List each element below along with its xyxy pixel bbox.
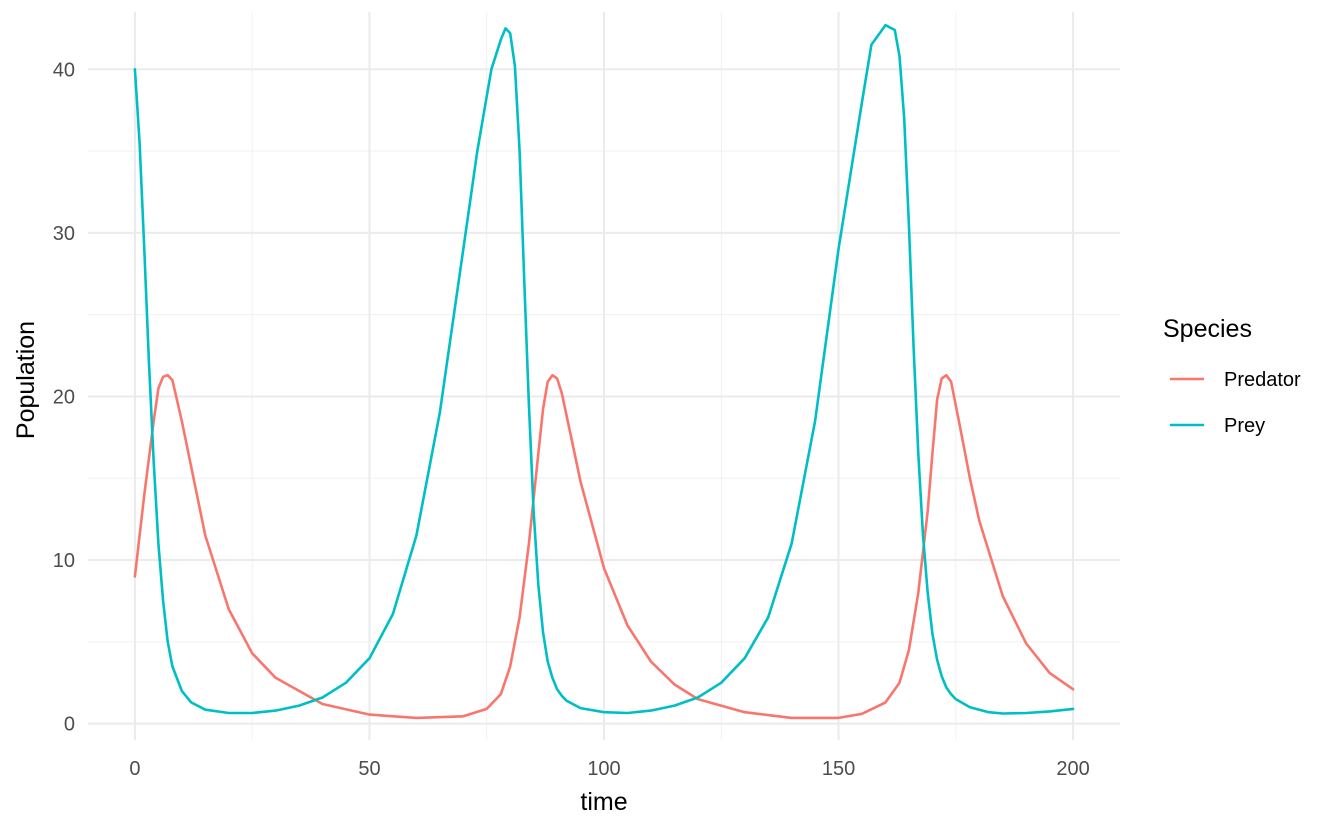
legend-label-predator: Predator [1224, 369, 1301, 391]
series-line-predator [133, 373, 1075, 720]
y-axis-tick-labels: 0 10 20 30 40 [53, 59, 75, 735]
y-tick-label: 40 [53, 59, 75, 81]
x-axis-tick-labels: 0 50 100 150 200 [129, 758, 1089, 780]
legend-title: Species [1163, 315, 1252, 343]
series-line-prey [133, 23, 1075, 715]
y-tick-label: 0 [64, 714, 75, 736]
x-tick-label: 200 [1056, 758, 1089, 780]
legend-label-prey: Prey [1224, 415, 1265, 437]
legend-items: Predator Prey [1170, 369, 1301, 437]
series-layer [133, 23, 1075, 720]
y-tick-label: 30 [53, 223, 75, 245]
x-axis-title: time [580, 788, 627, 816]
legend: Species Predator Prey [1163, 315, 1301, 437]
major-gridlines [88, 12, 1120, 740]
x-tick-label: 0 [129, 758, 140, 780]
x-tick-label: 50 [358, 758, 380, 780]
y-tick-label: 10 [53, 550, 75, 572]
x-tick-label: 150 [822, 758, 855, 780]
y-axis-title: Population [12, 321, 40, 439]
y-tick-label: 20 [53, 386, 75, 408]
x-tick-label: 100 [587, 758, 620, 780]
